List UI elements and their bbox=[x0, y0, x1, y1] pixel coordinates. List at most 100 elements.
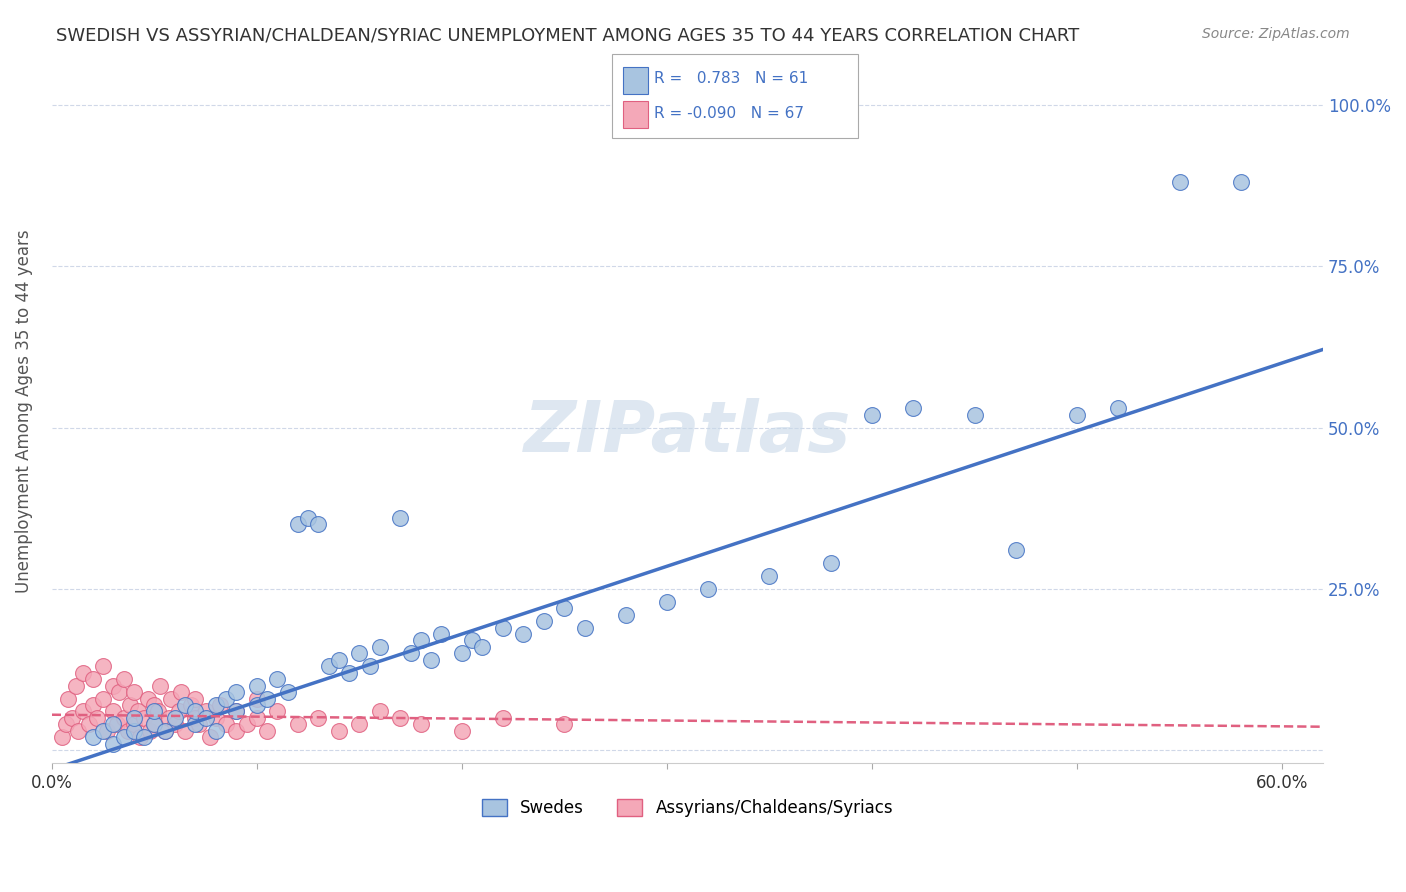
Point bbox=[143, 705, 166, 719]
Point bbox=[55, 717, 77, 731]
Point bbox=[307, 711, 329, 725]
Point bbox=[1066, 408, 1088, 422]
Point bbox=[256, 723, 278, 738]
Point bbox=[1107, 401, 1129, 416]
Point bbox=[184, 711, 207, 725]
Point bbox=[389, 511, 412, 525]
Point bbox=[655, 595, 678, 609]
Point bbox=[307, 517, 329, 532]
Point bbox=[409, 717, 432, 731]
Legend: Swedes, Assyrians/Chaldeans/Syriacs: Swedes, Assyrians/Chaldeans/Syriacs bbox=[474, 790, 901, 825]
Point bbox=[389, 711, 412, 725]
Point bbox=[198, 731, 221, 745]
Point bbox=[163, 717, 186, 731]
Point bbox=[143, 698, 166, 712]
Point bbox=[287, 717, 309, 731]
Point bbox=[194, 711, 217, 725]
Point bbox=[266, 705, 288, 719]
Point bbox=[359, 659, 381, 673]
Point bbox=[91, 691, 114, 706]
Point bbox=[246, 691, 269, 706]
Point bbox=[139, 723, 162, 738]
Point bbox=[153, 723, 176, 738]
Point bbox=[82, 731, 104, 745]
Point bbox=[163, 711, 186, 725]
Point bbox=[122, 717, 145, 731]
Point bbox=[91, 723, 114, 738]
Point bbox=[184, 691, 207, 706]
Point bbox=[188, 717, 211, 731]
Point bbox=[108, 685, 131, 699]
Point bbox=[82, 672, 104, 686]
Point bbox=[1168, 175, 1191, 189]
Point bbox=[399, 647, 422, 661]
Point bbox=[1230, 175, 1253, 189]
Point bbox=[67, 723, 90, 738]
Point bbox=[208, 698, 231, 712]
Point bbox=[51, 731, 73, 745]
Point bbox=[153, 723, 176, 738]
Point bbox=[132, 711, 155, 725]
Point bbox=[461, 633, 484, 648]
Point bbox=[60, 711, 83, 725]
Point bbox=[148, 705, 170, 719]
Point bbox=[184, 705, 207, 719]
Point bbox=[492, 711, 515, 725]
Point bbox=[129, 731, 152, 745]
Point bbox=[174, 723, 197, 738]
Point bbox=[118, 698, 141, 712]
Text: SWEDISH VS ASSYRIAN/CHALDEAN/SYRIAC UNEMPLOYMENT AMONG AGES 35 TO 44 YEARS CORRE: SWEDISH VS ASSYRIAN/CHALDEAN/SYRIAC UNEM… bbox=[56, 27, 1080, 45]
Point bbox=[697, 582, 720, 596]
Point bbox=[512, 627, 534, 641]
Text: Source: ZipAtlas.com: Source: ZipAtlas.com bbox=[1202, 27, 1350, 41]
Point bbox=[328, 723, 350, 738]
Point bbox=[349, 717, 371, 731]
Point bbox=[368, 705, 391, 719]
Point bbox=[86, 711, 108, 725]
Point bbox=[235, 717, 257, 731]
Point bbox=[553, 601, 575, 615]
Point bbox=[112, 731, 135, 745]
Point bbox=[246, 679, 269, 693]
Point bbox=[614, 607, 637, 622]
Text: R =   0.783   N = 61: R = 0.783 N = 61 bbox=[654, 71, 808, 86]
Point bbox=[143, 717, 166, 731]
Point bbox=[758, 569, 780, 583]
Point bbox=[277, 685, 299, 699]
Point bbox=[122, 685, 145, 699]
Point bbox=[132, 731, 155, 745]
Point bbox=[204, 711, 226, 725]
Point bbox=[122, 711, 145, 725]
Point bbox=[471, 640, 494, 654]
Point bbox=[82, 698, 104, 712]
Point bbox=[318, 659, 340, 673]
Point bbox=[349, 647, 371, 661]
Point bbox=[167, 705, 190, 719]
Point bbox=[149, 679, 172, 693]
Point bbox=[127, 705, 149, 719]
Point bbox=[103, 679, 125, 693]
Point bbox=[170, 685, 193, 699]
Point bbox=[492, 621, 515, 635]
Point bbox=[96, 723, 118, 738]
Point bbox=[430, 627, 453, 641]
Point bbox=[409, 633, 432, 648]
Point bbox=[103, 737, 125, 751]
Point bbox=[901, 401, 924, 416]
Point bbox=[204, 723, 226, 738]
Point bbox=[287, 517, 309, 532]
Point bbox=[103, 717, 125, 731]
Point bbox=[204, 698, 226, 712]
Point bbox=[72, 705, 94, 719]
Point bbox=[103, 705, 125, 719]
Point bbox=[266, 672, 288, 686]
Point bbox=[91, 659, 114, 673]
Point bbox=[420, 653, 443, 667]
Point bbox=[533, 614, 555, 628]
Point bbox=[574, 621, 596, 635]
Point bbox=[246, 711, 269, 725]
Point bbox=[105, 717, 128, 731]
Point bbox=[963, 408, 986, 422]
Point bbox=[225, 705, 247, 719]
Point bbox=[337, 665, 360, 680]
